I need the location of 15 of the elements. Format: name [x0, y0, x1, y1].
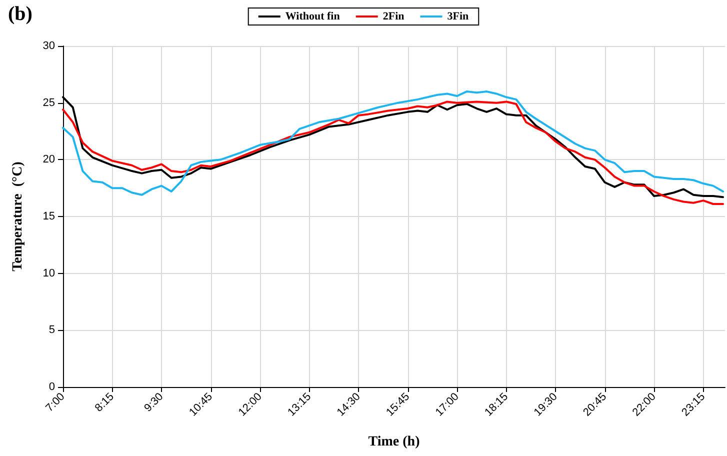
x-tick-label: 9:30 [142, 390, 166, 414]
x-tick-label: 7:00 [44, 390, 68, 414]
y-tick-label: 0 [48, 381, 55, 393]
y-tick-label: 15 [42, 210, 55, 222]
legend-label: 3Fin [447, 10, 469, 22]
y-tick-label: 10 [42, 267, 55, 280]
legend-label: 2Fin [382, 10, 404, 22]
text: (b) [8, 3, 32, 25]
y-axis-title: Temperature (°C) [10, 161, 26, 272]
y-tick-label: 5 [48, 324, 55, 336]
x-axis-title: Time (h) [368, 434, 420, 450]
legend-label: Without fin [285, 10, 340, 22]
y-tick-label: 30 [42, 40, 55, 52]
y-tick-label: 20 [42, 154, 55, 166]
y-tick-label: 25 [42, 96, 55, 109]
